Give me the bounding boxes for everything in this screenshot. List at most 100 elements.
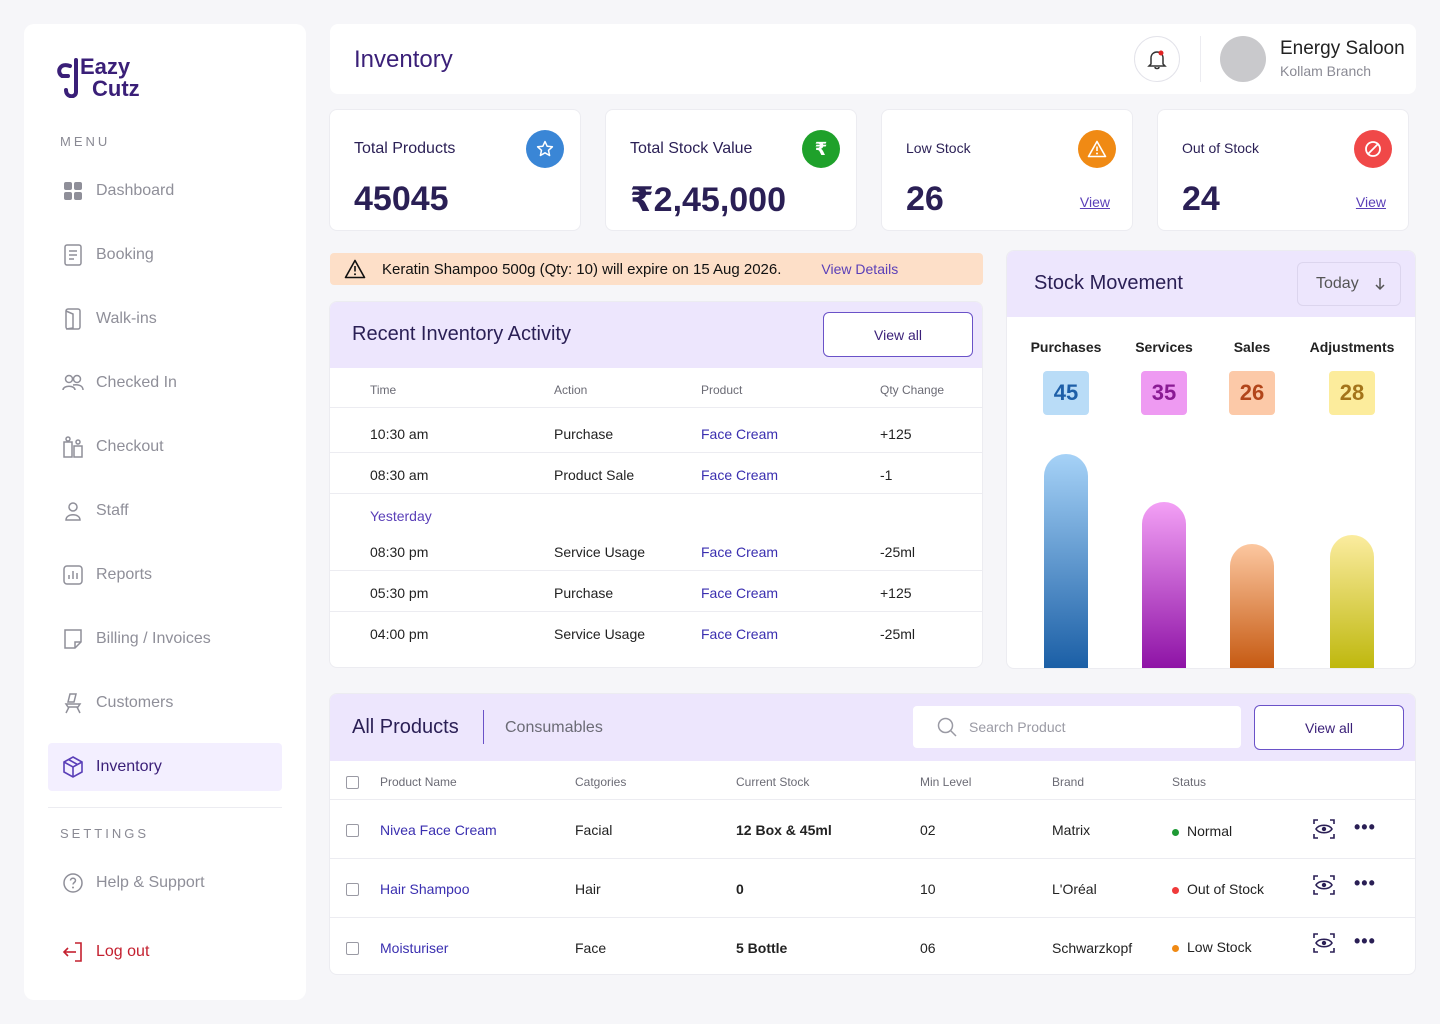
avatar[interactable]	[1220, 36, 1266, 82]
row-checkbox[interactable]	[346, 883, 359, 896]
sidebar-item-checkout[interactable]: Checkout	[48, 423, 282, 471]
tab-separator	[483, 710, 484, 744]
activity-action: Service Usage	[554, 626, 646, 642]
alert-view-details-link[interactable]: View Details	[821, 261, 899, 277]
activity-product-link[interactable]: Face Cream	[701, 544, 779, 560]
sidebar-item-customers[interactable]: Customers	[48, 679, 282, 727]
menu-label: MENU	[60, 134, 111, 149]
stat-label: Low Stock	[906, 140, 971, 156]
column-header-status: Status	[1172, 775, 1207, 789]
rupee-icon: ₹	[802, 130, 840, 168]
activity-product-link[interactable]: Face Cream	[701, 426, 779, 442]
user-icon	[62, 500, 84, 522]
warning-icon	[1078, 130, 1116, 168]
sidebar-item-billing-invoices[interactable]: Billing / Invoices	[48, 615, 282, 663]
sidebar-item-label: Reports	[96, 566, 153, 583]
stock-movement-label: Purchases	[1030, 339, 1102, 355]
sidebar-item-help-support[interactable]: Help & Support	[48, 859, 282, 907]
more-options-icon[interactable]: •••	[1354, 817, 1376, 837]
out-of-stock-view-link[interactable]: View	[1355, 194, 1386, 210]
search-box	[913, 706, 1241, 748]
brand-logo[interactable]: Eazy Cutz	[54, 56, 154, 108]
low-stock-view-link[interactable]: View	[1079, 194, 1110, 210]
activity-qty: -25ml	[880, 626, 916, 642]
view-icon[interactable]	[1313, 874, 1335, 896]
activity-qty: -25ml	[880, 544, 916, 560]
tab-consumables[interactable]: Consumables	[505, 719, 603, 736]
stock-movement-bar	[1230, 544, 1274, 668]
expiry-alert-banner: Keratin Shampoo 500g (Qty: 10) will expi…	[330, 253, 983, 285]
logout-button[interactable]: Log out	[48, 928, 282, 976]
activity-view-all-button[interactable]: View all	[823, 312, 973, 357]
status-badge: Out of Stock	[1172, 881, 1264, 897]
period-dropdown[interactable]: Today	[1297, 262, 1401, 306]
activity-qty: +125	[880, 426, 912, 442]
row-checkbox[interactable]	[346, 942, 359, 955]
product-name-link[interactable]: Moisturiser	[380, 940, 449, 956]
activity-qty: -1	[880, 467, 893, 483]
sidebar-item-staff[interactable]: Staff	[48, 487, 282, 535]
column-header-time: Time	[370, 383, 397, 397]
column-header-categories: Catgories	[575, 775, 627, 789]
sidebar-item-label: Checked In	[96, 374, 177, 391]
period-value: Today	[1316, 275, 1359, 292]
arrow-down-icon	[1375, 278, 1385, 291]
activity-time: 10:30 am	[370, 426, 429, 442]
product-name-link[interactable]: Nivea Face Cream	[380, 822, 497, 838]
stat-label: Out of Stock	[1182, 140, 1260, 156]
status-label: Low Stock	[1187, 939, 1252, 955]
stock-movement-value: 45	[1043, 371, 1089, 415]
activity-panel-header: Recent Inventory Activity View all	[330, 302, 982, 368]
row-divider	[330, 799, 1415, 800]
row-checkbox[interactable]	[346, 824, 359, 837]
column-header-action: Action	[554, 383, 588, 397]
sidebar-item-label: Staff	[96, 502, 129, 519]
stock-movement-label: Services	[1135, 339, 1193, 355]
sidebar-item-reports[interactable]: Reports	[48, 551, 282, 599]
product-name-link[interactable]: Hair Shampoo	[380, 881, 470, 897]
product-category: Facial	[575, 822, 613, 838]
box-icon	[62, 756, 84, 778]
products-panel: All Products Consumables View all Produc…	[329, 693, 1416, 975]
header-divider	[1200, 36, 1201, 82]
blocked-icon	[1354, 130, 1392, 168]
notification-button[interactable]	[1134, 36, 1180, 82]
stat-value: 45045	[354, 180, 449, 218]
stock-movement-bar	[1330, 535, 1374, 668]
row-divider	[330, 407, 982, 408]
door-icon	[62, 308, 84, 330]
status-badge: Normal	[1172, 823, 1232, 839]
column-header-qty-change: Qty Change	[880, 383, 945, 397]
view-icon[interactable]	[1313, 932, 1335, 954]
products-view-all-button[interactable]: View all	[1254, 705, 1404, 750]
more-options-icon[interactable]: •••	[1354, 873, 1376, 893]
sidebar-item-dashboard[interactable]: Dashboard	[48, 167, 282, 215]
sidebar-item-label: Dashboard	[96, 182, 175, 199]
activity-product-link[interactable]: Face Cream	[701, 467, 779, 483]
warning-icon	[344, 259, 366, 279]
sidebar-item-checked-in[interactable]: Checked In	[48, 359, 282, 407]
logo-text-top: Eazy	[80, 54, 131, 79]
product-category: Face	[575, 940, 607, 956]
sidebar-item-inventory[interactable]: Inventory	[48, 743, 282, 791]
activity-product-link[interactable]: Face Cream	[701, 585, 779, 601]
invoice-icon	[62, 628, 84, 650]
more-options-icon[interactable]: •••	[1354, 931, 1376, 951]
sidebar-item-booking[interactable]: Booking	[48, 231, 282, 279]
tab-all-products[interactable]: All Products	[352, 716, 459, 738]
user-branch: Kollam Branch	[1280, 63, 1372, 79]
stat-card-total-stock-value: Total Stock Value ₹2,45,000 ₹	[605, 109, 857, 231]
search-input[interactable]	[969, 719, 1209, 735]
product-min-level: 06	[920, 940, 936, 956]
row-divider	[330, 858, 1415, 859]
sidebar-item-walk-ins[interactable]: Walk-ins	[48, 295, 282, 343]
select-all-checkbox[interactable]	[346, 776, 359, 789]
activity-product-link[interactable]: Face Cream	[701, 626, 779, 642]
product-brand: L'Oréal	[1052, 881, 1097, 897]
activity-time: 05:30 pm	[370, 585, 429, 601]
view-icon[interactable]	[1313, 818, 1335, 840]
sidebar-item-label: Booking	[96, 246, 154, 263]
sidebar-item-label: Help & Support	[96, 874, 205, 891]
logout-icon	[62, 941, 84, 963]
booking-icon	[62, 244, 84, 266]
